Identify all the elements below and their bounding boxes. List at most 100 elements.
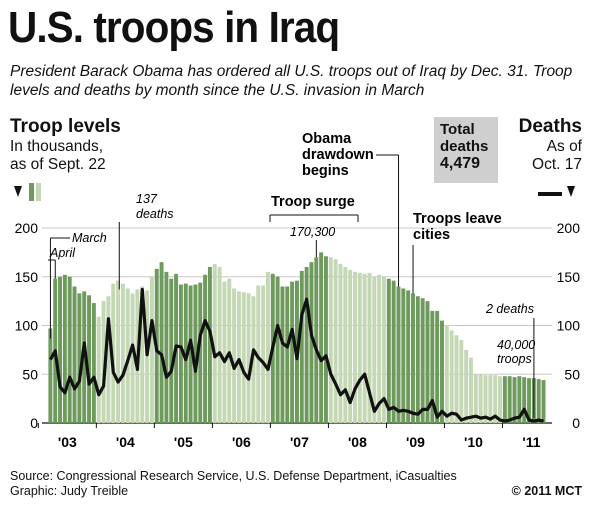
troop-bar (62, 274, 67, 423)
troop-bar (372, 276, 377, 423)
source-note: Source: Congressional Research Service, … (10, 469, 457, 499)
troop-bar (304, 267, 309, 423)
troop-bar (348, 269, 353, 423)
troop-bar (149, 276, 154, 423)
troop-bar (377, 274, 382, 423)
troop-bar (517, 376, 522, 423)
troop-bar (401, 288, 406, 423)
deaths-axis-line2: Oct. 17 (532, 156, 582, 173)
troop-bar (246, 293, 251, 423)
troop-bar (498, 376, 502, 423)
troop-bar (333, 259, 338, 423)
troop-bar (120, 283, 125, 423)
annotation-troop-surge: Troop surge (271, 194, 355, 210)
troop-bar (425, 301, 430, 424)
deaths-axis-header: Deaths As of Oct. 17 (519, 116, 582, 174)
troop-bar (362, 273, 367, 423)
troop-bar (391, 280, 396, 423)
troop-bar (473, 374, 478, 423)
troop-bar (101, 301, 106, 424)
x-tick-label: '10 (464, 434, 483, 450)
source-text: Source: Congressional Research Service, … (10, 469, 457, 483)
annotation-obama-2: drawdown (302, 147, 374, 163)
x-tick-label: '06 (232, 434, 251, 450)
annotation-peak-troops: 170,300 (290, 225, 335, 239)
troop-bar (319, 252, 324, 424)
troop-bar (106, 296, 111, 423)
troop-bar (188, 285, 193, 423)
troop-bar (207, 267, 212, 423)
total-deaths-box: Total deaths 4,479 (434, 117, 498, 183)
annotation-final-troops-1: 40,000 (497, 338, 535, 352)
x-tick-label: '09 (406, 434, 425, 450)
troop-bar (454, 335, 459, 423)
total-deaths-value: 4,479 (440, 155, 481, 172)
troop-bar (527, 378, 531, 423)
troop-bar (353, 271, 357, 424)
troop-bar (82, 291, 87, 424)
right-y-tick-labels: 0 50 100 150 200 (557, 220, 581, 431)
troop-bar (169, 278, 174, 423)
annotation-troops-leave-1: Troops leave (413, 211, 502, 227)
total-deaths-line1: Total (440, 121, 475, 138)
troop-bar (130, 293, 135, 423)
right-y-tick-label: 50 (564, 366, 580, 382)
annotation-obama-1: Obama (302, 131, 352, 147)
troop-legend-arrow-icon (14, 186, 22, 197)
troop-bar (522, 377, 527, 423)
x-tick-labels: '03 '04 '05 '06 '07 '08 '09 '10 '11 (37, 423, 541, 450)
total-deaths-line2: deaths (440, 138, 489, 155)
troop-bar (164, 271, 169, 424)
troop-axis-line2: as of Sept. 22 (10, 156, 106, 173)
troop-bar (91, 303, 96, 423)
troop-bar (265, 271, 270, 424)
graphic-credit: Graphic: Judy Treible (10, 484, 129, 498)
troop-bar (449, 330, 454, 424)
left-y-tick-label: 150 (15, 269, 39, 285)
troop-bar (140, 286, 145, 423)
troop-bar (507, 376, 512, 423)
troop-axis-title: Troop levels (10, 116, 121, 137)
troop-bar (178, 284, 183, 423)
troop-bar (232, 288, 237, 423)
x-tick-label: '07 (290, 434, 309, 450)
troop-bar (116, 280, 121, 423)
annotation-obama-3: begins (302, 163, 349, 179)
troop-bar (236, 291, 241, 424)
troop-legend-swatch-light (36, 183, 41, 201)
x-tick-label: '03 (58, 434, 77, 450)
troop-bar (328, 257, 333, 423)
troop-legend-swatch-dark (29, 183, 34, 201)
troop-bar (459, 340, 464, 424)
annotation-troops-leave-2: cities (413, 227, 450, 243)
troop-bar (343, 267, 348, 423)
troop-bar (411, 293, 415, 423)
troop-bar (67, 276, 72, 423)
left-y-tick-label: 50 (22, 366, 38, 382)
troop-bar (290, 281, 295, 424)
x-tick-label: '08 (348, 434, 367, 450)
troop-bar (541, 380, 546, 423)
troop-bar (299, 270, 304, 423)
troop-bar (198, 282, 203, 423)
troop-bar (367, 272, 372, 423)
troop-bar (493, 375, 498, 423)
troop-bar (58, 276, 62, 423)
x-tick-label: '11 (522, 434, 540, 450)
troop-bar (464, 349, 469, 424)
troop-bar (48, 328, 53, 423)
right-y-tick-label: 0 (572, 415, 580, 431)
right-y-tick-label: 200 (557, 220, 581, 236)
troop-bar (217, 267, 222, 423)
troop-bar (444, 325, 449, 423)
deaths-axis-line1: As of (546, 138, 582, 155)
troop-bar (280, 286, 285, 423)
troop-bar (261, 285, 266, 423)
troop-bar (96, 316, 101, 423)
troop-bar (382, 276, 386, 423)
troop-bar (72, 286, 77, 423)
annotation-peak-deaths-value: 137 (136, 192, 158, 206)
troop-bar (145, 290, 150, 423)
troop-bar (396, 286, 401, 423)
